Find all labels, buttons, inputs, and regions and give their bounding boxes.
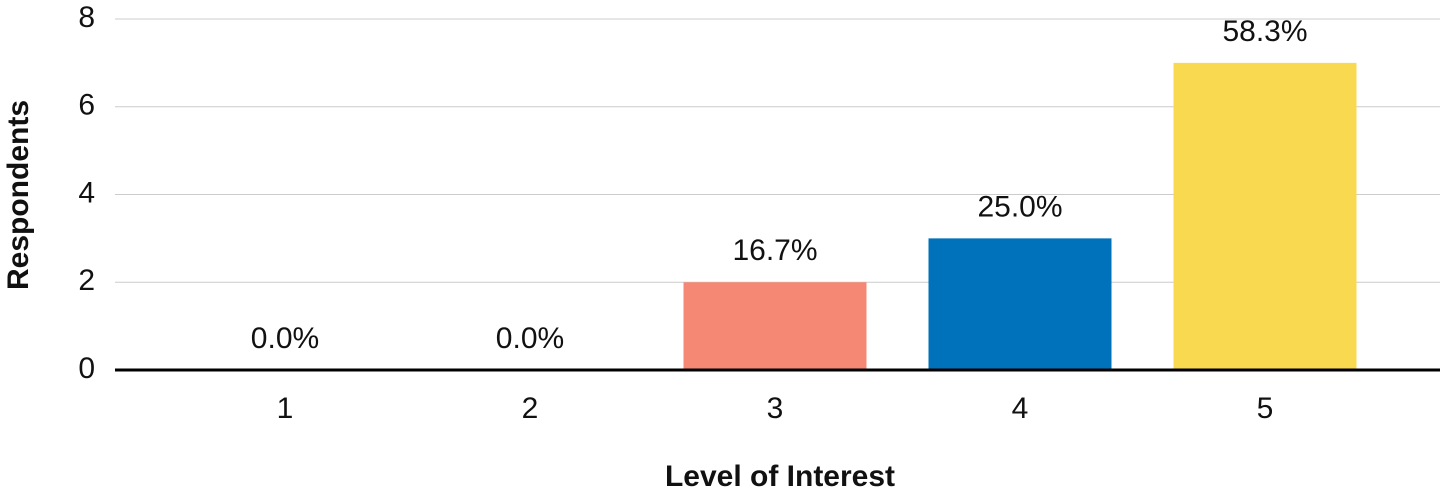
- data-label: 58.3%: [1222, 15, 1307, 48]
- x-tick-label: 4: [1012, 392, 1029, 425]
- x-tick-label: 3: [767, 392, 784, 425]
- y-tick-label: 0: [78, 352, 95, 385]
- data-label: 0.0%: [496, 322, 564, 355]
- data-label: 16.7%: [732, 234, 817, 267]
- bar: [928, 238, 1112, 370]
- x-tick-label: 2: [522, 392, 539, 425]
- bar: [1173, 62, 1357, 370]
- data-label: 25.0%: [977, 190, 1062, 223]
- y-tick-label: 6: [78, 89, 95, 122]
- y-axis-title: Respondents: [2, 100, 35, 290]
- x-tick-label: 1: [277, 392, 294, 425]
- y-tick-label: 2: [78, 264, 95, 297]
- y-tick-label: 4: [78, 176, 95, 209]
- x-axis-title: Level of Interest: [665, 460, 895, 493]
- bar: [683, 282, 867, 370]
- data-label: 0.0%: [251, 322, 319, 355]
- y-tick-label: 8: [78, 1, 95, 34]
- x-tick-label: 5: [1257, 392, 1274, 425]
